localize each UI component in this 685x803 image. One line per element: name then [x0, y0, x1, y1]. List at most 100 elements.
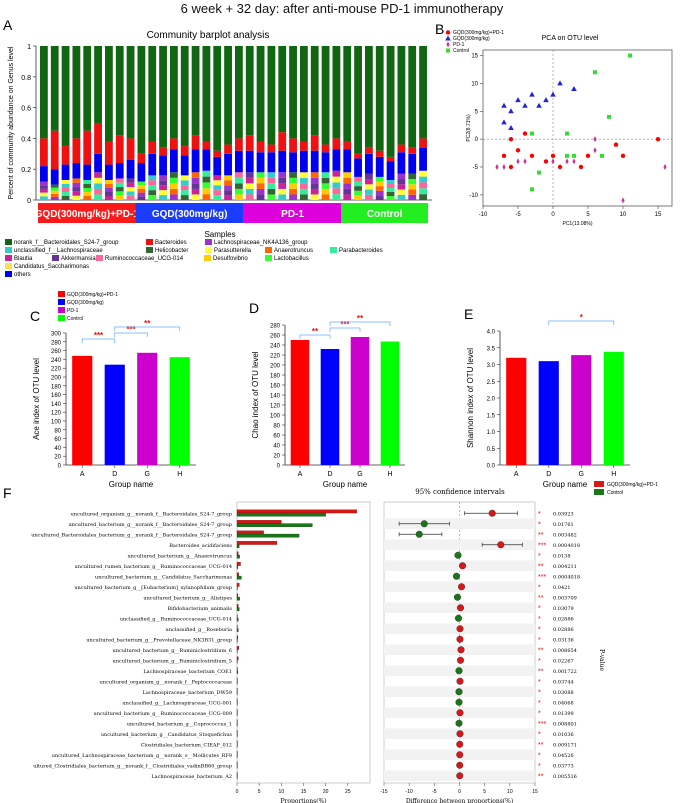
panel-f-taxon-label: uncultured_bacterium_g__Candidatus_Stoqu…	[101, 732, 233, 738]
panel-f-p-value: 0.03773	[553, 763, 574, 769]
alpha-legend-label: GQD(300mg/kg)+PD-1	[67, 292, 118, 298]
panel-a-group-band	[243, 203, 342, 223]
alpha-legend-label: Control	[67, 316, 83, 322]
panel-a-bar-segment	[321, 144, 330, 153]
panel-a-legend-swatch	[96, 255, 103, 261]
panel-b-x-tick-label: 0	[551, 212, 555, 218]
panel-a-legend-label: others	[14, 272, 31, 278]
panel-a-legend-label: Bacteroides	[155, 240, 187, 246]
panel-a-bar-segment	[300, 141, 308, 151]
panel-f-taxon-label: Bacteroides_acidifaciens	[169, 543, 232, 549]
panel-a-bar-segment	[419, 138, 427, 148]
alpha-y-tick-label: 140	[270, 394, 281, 400]
panel-f-p-value: 0.0004018	[553, 574, 580, 580]
panel-a-bar-segment	[300, 172, 308, 178]
panel-a-bar-segment	[256, 46, 265, 142]
panel-a-bar-segment	[137, 192, 146, 197]
panel-a-bar-segment	[289, 172, 297, 178]
panel-f-right-tick-label: 15	[532, 789, 538, 795]
panel-a-bar-segment	[61, 179, 70, 184]
panel-a-bar-segment	[180, 190, 189, 196]
panel-f-diff-point	[415, 530, 423, 538]
panel-a-bar-segment	[83, 164, 92, 180]
panel-a-bar-segment	[115, 182, 124, 188]
panel-a-bar-segment	[300, 194, 308, 200]
panel-a-y-tick-label: 0.2	[21, 167, 31, 174]
alpha-sig-bracket	[81, 338, 116, 343]
panel-a-bar-segment	[278, 194, 287, 200]
alpha-x-tick-label: G	[579, 471, 584, 478]
panel-a-bar-segment	[278, 46, 287, 133]
panel-a-bar-segment	[137, 163, 146, 182]
panel-a-bar-segment	[365, 46, 373, 148]
panel-a-group-label: GQD(300mg/kg)	[152, 209, 228, 220]
panel-f-p-value: 0.04068	[553, 700, 574, 706]
panel-b-legend-marker	[446, 41, 450, 48]
panel-a-bar-segment	[310, 135, 319, 151]
panel-b-xlabel: PC1(13.08%)	[562, 221, 592, 227]
panel-f-taxon-label: uncultured_bacterium_g__Ruminiclostridiu…	[112, 648, 232, 654]
panel-a-bar-segment	[148, 175, 157, 181]
panel-a-bar-segment	[50, 196, 59, 200]
alpha-y-tick-label: 80	[54, 428, 61, 434]
alpha-ylabel: Shannon index of OTU level	[466, 348, 475, 448]
panel-f-p-value: 0.03079	[553, 606, 574, 612]
panel-a-legend-swatch	[146, 239, 153, 245]
panel-a-y-tick-label: 0.4	[21, 136, 31, 143]
panel-label-c: C	[30, 308, 40, 324]
panel-f-sig-stars: *	[538, 763, 541, 770]
panel-f-left-tick-label: 10	[279, 789, 285, 795]
panel-a-y-tick-label: 1	[27, 44, 31, 51]
panel-a-bar-segment	[289, 177, 297, 184]
panel-f-bar-control	[236, 596, 240, 601]
panel-b-point	[522, 131, 528, 136]
panel-a-legend-swatch	[146, 247, 153, 253]
panel-f-taxon-label: uncultured_bacterium_g__[Eubacterium]_xy…	[74, 585, 232, 591]
panel-a-bar-segment	[235, 183, 243, 189]
alpha-y-tick-label: 1.0	[487, 430, 496, 436]
panel-a-bar-segment	[126, 178, 135, 183]
panel-a-bar-segment	[321, 183, 330, 189]
panel-a-bar-segment	[408, 173, 417, 180]
panel-a-bar-segment	[61, 187, 70, 192]
panel-f-row-shade	[384, 518, 535, 529]
panel-f-taxon-label: unclassified_g__Lachnospiraceae_UCG-001	[122, 700, 232, 706]
panel-a-bar-segment	[224, 190, 232, 196]
panel-a-bar-segment	[72, 191, 81, 196]
alpha-x-tick-label: A	[298, 471, 303, 478]
panel-f-row-shade	[384, 539, 535, 550]
panel-b-point	[593, 136, 597, 143]
panel-a-bar-segment	[115, 187, 124, 192]
panel-a-bar-segment	[83, 179, 92, 184]
panel-f-taxon-label: uncultured_bacterium_g__Candidatus_Sacch…	[95, 574, 232, 580]
panel-f-left-tick-label: 15	[301, 789, 307, 795]
panel-b-y-tick-label: -10	[469, 193, 478, 199]
panel-a-legend-label: Anaerotruncus	[274, 248, 313, 254]
panel-f-taxon-label: Lachnospiraceae_bacterium_DW59	[143, 690, 232, 696]
alpha-y-tick-label: 1.5	[487, 413, 496, 419]
panel-a-legend-swatch	[5, 255, 12, 261]
panel-a-bar-segment	[94, 46, 102, 123]
panel-a-bar-segment	[310, 172, 319, 178]
panel-a-bar-segment	[180, 155, 189, 176]
panel-a-bar-segment	[332, 182, 341, 189]
panel-e: E 0.0 0.5 1.0 1.5 2.0 2.5 3.0 3.5 4.0 A D G H Group na…	[464, 306, 630, 489]
panel-a-bar-segment	[386, 161, 395, 180]
panel-a-bar-segment	[300, 177, 308, 184]
panel-a-group-label: GQD(300mg/kg)+PD-1	[35, 209, 140, 220]
panel-a-bar-segment	[83, 46, 92, 131]
alpha-y-tick-label: 20	[273, 454, 280, 460]
panel-f-sig-stars: ***	[538, 542, 546, 549]
panel-f-bar-gqd	[236, 562, 241, 566]
panel-b-point	[593, 147, 597, 154]
alpha-y-tick-label: 180	[270, 374, 281, 380]
alpha-sig-stars: ***	[126, 325, 136, 334]
panel-a-bar-segment	[419, 46, 427, 139]
panel-f-bar-control	[236, 575, 242, 580]
panel-f-sig-stars: **	[538, 668, 544, 675]
panel-a-bar-segment	[343, 46, 352, 142]
panel-a-bar-segment	[365, 153, 373, 174]
panel-f-p-value: 0.03744	[553, 679, 574, 685]
panel-f-taxon-label: Clostridiales_bacterium_CIEAF_012	[141, 742, 232, 748]
panel-a-bar-segment	[375, 181, 384, 187]
